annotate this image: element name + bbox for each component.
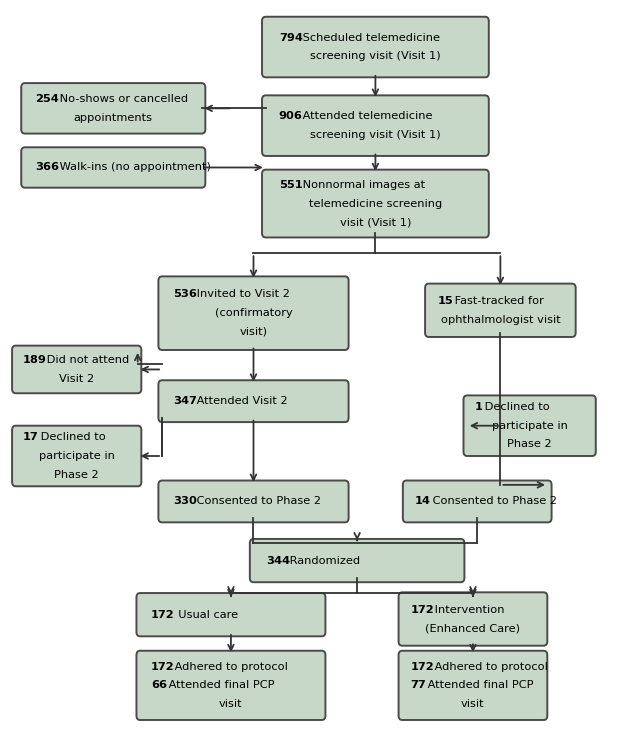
- Text: 77: 77: [411, 680, 427, 690]
- FancyBboxPatch shape: [12, 346, 142, 393]
- Text: 1: 1: [474, 402, 483, 412]
- Text: 366: 366: [36, 163, 60, 172]
- Text: Declined to: Declined to: [481, 402, 550, 412]
- Text: 172: 172: [151, 662, 175, 672]
- FancyBboxPatch shape: [425, 283, 576, 337]
- FancyBboxPatch shape: [12, 425, 142, 486]
- FancyBboxPatch shape: [399, 592, 547, 645]
- Text: visit (Visit 1): visit (Visit 1): [340, 217, 411, 227]
- Text: 330: 330: [173, 497, 197, 506]
- Text: participate in: participate in: [491, 421, 568, 431]
- FancyBboxPatch shape: [262, 17, 489, 77]
- Text: 794: 794: [279, 32, 303, 43]
- Text: 14: 14: [415, 497, 431, 506]
- Text: Consented to Phase 2: Consented to Phase 2: [429, 497, 556, 506]
- FancyBboxPatch shape: [21, 147, 205, 188]
- Text: 15: 15: [438, 296, 453, 306]
- Text: Attended final PCP: Attended final PCP: [424, 680, 534, 690]
- FancyBboxPatch shape: [158, 381, 349, 422]
- Text: telemedicine screening: telemedicine screening: [309, 199, 442, 208]
- Text: Walk-ins (no appointment): Walk-ins (no appointment): [56, 163, 211, 172]
- Text: participate in: participate in: [39, 451, 115, 461]
- Text: 172: 172: [151, 609, 175, 620]
- Text: 551: 551: [279, 180, 302, 190]
- Text: 17: 17: [23, 432, 39, 442]
- FancyBboxPatch shape: [21, 83, 205, 134]
- FancyBboxPatch shape: [464, 395, 596, 456]
- Text: screening visit (Visit 1): screening visit (Visit 1): [310, 52, 441, 61]
- Text: 172: 172: [411, 662, 434, 672]
- Text: Consented to Phase 2: Consented to Phase 2: [194, 497, 321, 506]
- Text: Phase 2: Phase 2: [507, 439, 552, 450]
- Text: Phase 2: Phase 2: [55, 470, 99, 480]
- FancyBboxPatch shape: [399, 651, 547, 720]
- Text: ophthalmologist visit: ophthalmologist visit: [441, 315, 560, 325]
- Text: Fast-tracked for: Fast-tracked for: [451, 296, 544, 306]
- Text: 189: 189: [23, 355, 47, 365]
- Text: Intervention: Intervention: [431, 605, 505, 615]
- FancyBboxPatch shape: [262, 96, 489, 156]
- Text: 536: 536: [173, 289, 197, 300]
- Text: Visit 2: Visit 2: [59, 374, 94, 383]
- Text: Adhered to protocol: Adhered to protocol: [431, 662, 548, 672]
- FancyBboxPatch shape: [262, 170, 489, 238]
- Text: visit: visit: [219, 699, 243, 709]
- Text: Invited to Visit 2: Invited to Visit 2: [194, 289, 290, 300]
- Text: 254: 254: [36, 94, 59, 104]
- Text: Randomized: Randomized: [286, 556, 361, 565]
- Text: screening visit (Visit 1): screening visit (Visit 1): [310, 130, 441, 140]
- Text: Attended telemedicine: Attended telemedicine: [299, 111, 432, 121]
- Text: appointments: appointments: [74, 113, 153, 123]
- FancyBboxPatch shape: [403, 481, 552, 523]
- Text: visit: visit: [461, 699, 485, 709]
- Text: visit): visit): [239, 327, 267, 337]
- Text: Nonnormal images at: Nonnormal images at: [299, 180, 425, 190]
- Text: (Enhanced Care): (Enhanced Care): [425, 623, 521, 634]
- FancyBboxPatch shape: [158, 481, 349, 523]
- Text: Attended final PCP: Attended final PCP: [164, 680, 274, 690]
- FancyBboxPatch shape: [250, 539, 464, 582]
- FancyBboxPatch shape: [158, 277, 349, 350]
- Text: Declined to: Declined to: [37, 432, 105, 442]
- Text: (confirmatory: (confirmatory: [215, 308, 292, 318]
- Text: Scheduled telemedicine: Scheduled telemedicine: [299, 32, 440, 43]
- FancyBboxPatch shape: [137, 651, 325, 720]
- Text: Adhered to protocol: Adhered to protocol: [171, 662, 288, 672]
- FancyBboxPatch shape: [137, 593, 325, 637]
- Text: 66: 66: [151, 680, 167, 690]
- Text: Usual care: Usual care: [171, 609, 239, 620]
- Text: 172: 172: [411, 605, 434, 615]
- Text: Did not attend: Did not attend: [43, 355, 130, 365]
- Text: 347: 347: [173, 396, 197, 406]
- Text: 344: 344: [266, 556, 290, 565]
- Text: 906: 906: [279, 111, 303, 121]
- Text: No-shows or cancelled: No-shows or cancelled: [56, 94, 188, 104]
- Text: Attended Visit 2: Attended Visit 2: [194, 396, 288, 406]
